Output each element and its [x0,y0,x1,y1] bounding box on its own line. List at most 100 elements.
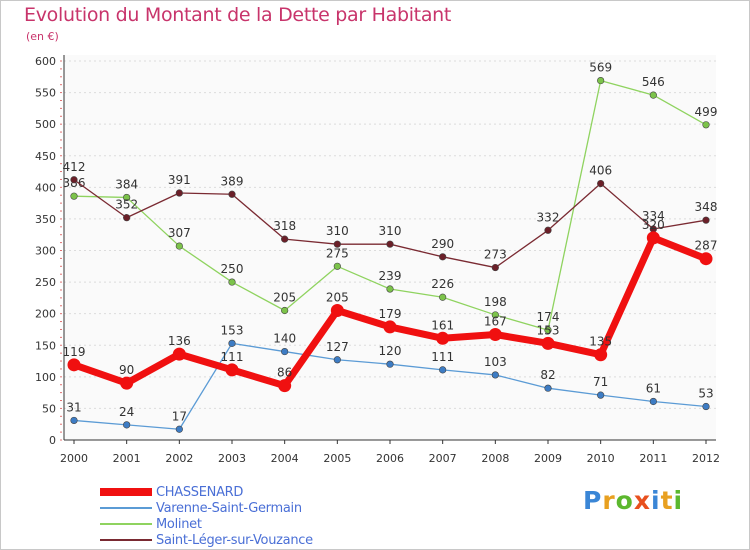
data-point [281,306,289,315]
data-point [172,347,186,361]
data-label: 153 [537,323,560,337]
legend-label: Varenne-Saint-Germain [156,500,302,516]
data-point [439,293,447,301]
data-label: 24 [119,405,134,419]
data-label: 90 [119,363,134,377]
data-label: 384 [115,177,138,191]
data-label: 275 [326,246,349,260]
y-tick-label: 0 [49,434,56,447]
y-tick-label: 50 [42,402,56,415]
data-point [702,121,710,129]
logo-letter: i [651,486,661,515]
x-tick-label: 2010 [587,452,615,465]
y-tick-label: 400 [35,181,56,194]
legend-label: Saint-Léger-sur-Vouzance [156,532,313,548]
data-point [123,421,131,429]
proxiti-logo: Proxiti [583,486,683,515]
data-label: 310 [379,224,402,238]
data-label: 334 [642,209,665,223]
data-label: 569 [589,61,612,75]
data-label: 205 [326,291,349,305]
legend-label: CHASSENARD [156,484,244,500]
data-label: 273 [484,248,507,262]
data-point [333,262,341,270]
data-point [225,363,239,377]
y-tick-label: 200 [35,308,56,321]
x-tick-label: 2006 [376,452,404,465]
data-label: 179 [379,307,402,321]
data-point [333,356,341,364]
data-label: 406 [589,164,612,178]
data-point [386,240,394,248]
data-label: 499 [695,105,718,119]
legend-swatch [100,539,152,541]
data-point [70,192,78,200]
legend-swatch [100,523,152,525]
data-point [491,311,499,319]
y-tick-label: 300 [35,245,56,258]
data-point [123,193,131,202]
data-label: 17 [172,409,187,423]
data-point [386,360,394,368]
data-point [597,76,605,85]
data-label: 412 [63,160,86,174]
data-point [228,190,236,198]
data-point [594,348,608,362]
data-point [699,252,713,266]
data-label: 86 [277,366,292,380]
data-label: 391 [168,173,191,187]
y-tick-label: 350 [35,213,56,226]
logo-letter: o [615,486,634,515]
data-label: 250 [221,262,244,276]
data-label: 140 [273,332,296,346]
x-tick-label: 2007 [429,452,457,465]
chart-title: Evolution du Montant de la Dette par Hab… [24,4,452,26]
data-point [175,425,183,433]
x-tick-label: 2004 [271,452,299,465]
y-tick-label: 550 [35,87,56,100]
data-point [597,391,605,399]
data-point [436,331,450,345]
data-label: 31 [66,400,81,414]
data-label: 167 [484,315,507,329]
logo-letter: P [583,486,603,515]
data-point [228,278,236,286]
data-point [67,358,81,372]
data-point [646,231,660,245]
y-tick-label: 100 [35,371,56,384]
x-tick-label: 2011 [639,452,667,465]
data-label: 320 [642,218,665,232]
x-tick-label: 2008 [481,452,509,465]
data-label: 82 [540,368,555,382]
legend-item: Molinet [100,516,313,532]
data-point [702,216,710,224]
data-label: 135 [589,335,612,349]
logo-letter: t [660,486,674,515]
data-point [649,91,657,99]
data-point [544,384,552,392]
x-tick-label: 2005 [323,452,351,465]
chart-subtitle: (en €) [26,30,59,43]
data-point [386,285,394,293]
data-point [120,376,134,390]
data-label: 120 [379,344,402,358]
data-point [488,328,502,342]
data-point [597,179,605,188]
data-label: 127 [326,340,349,354]
y-tick-label: 450 [35,150,56,163]
data-point [702,402,710,411]
data-point [278,379,292,393]
x-tick-label: 2001 [113,452,141,465]
x-tick-label: 2009 [534,452,562,465]
data-point [281,235,289,243]
data-point [439,253,447,261]
data-point [70,176,78,184]
data-point [330,304,344,318]
data-label: 119 [63,345,86,359]
legend-item: Saint-Léger-sur-Vouzance [100,532,313,548]
x-tick-label: 2002 [165,452,193,465]
y-tick-label: 600 [35,55,56,68]
data-point [491,371,499,379]
legend-swatch [100,507,152,509]
data-label: 136 [168,334,191,348]
